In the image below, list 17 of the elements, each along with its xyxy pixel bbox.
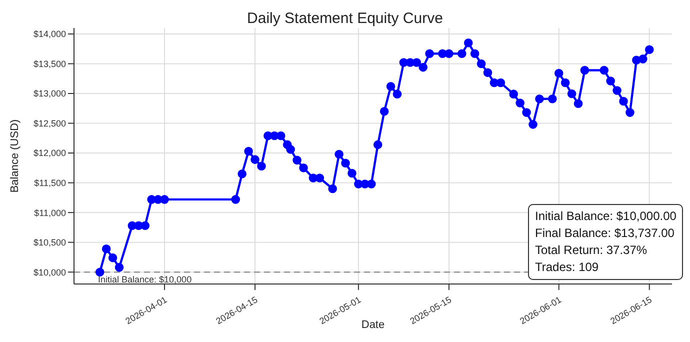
y-tick-label: $13,000 <box>33 88 66 99</box>
y-tick-label: $12,000 <box>33 148 66 158</box>
y-tick-label: $10,500 <box>33 238 66 248</box>
x-axis-title: Date <box>361 319 385 331</box>
annotation: Total Return: 37.37% <box>535 242 648 259</box>
annotation: Trades: 109 <box>535 259 600 276</box>
ref-line-label: Initial Balance: $10,000 <box>98 274 192 284</box>
y-tick-label: $12,500 <box>33 118 66 128</box>
y-tick-label: $13,500 <box>33 58 66 69</box>
y-axis-title: Balance (USD) <box>8 119 21 193</box>
y-tick-label: $11,000 <box>34 208 66 218</box>
annotation: Final Balance: $13,737.00 <box>535 225 676 242</box>
chart-title: Daily Statement Equity Curve <box>246 10 444 27</box>
y-tick-label: $10,000 <box>33 267 66 278</box>
annotation: Initial Balance: $10,000.00 <box>535 208 676 225</box>
y-tick-label: $11,500 <box>34 178 66 188</box>
y-tick-label: $14,000 <box>33 29 66 40</box>
